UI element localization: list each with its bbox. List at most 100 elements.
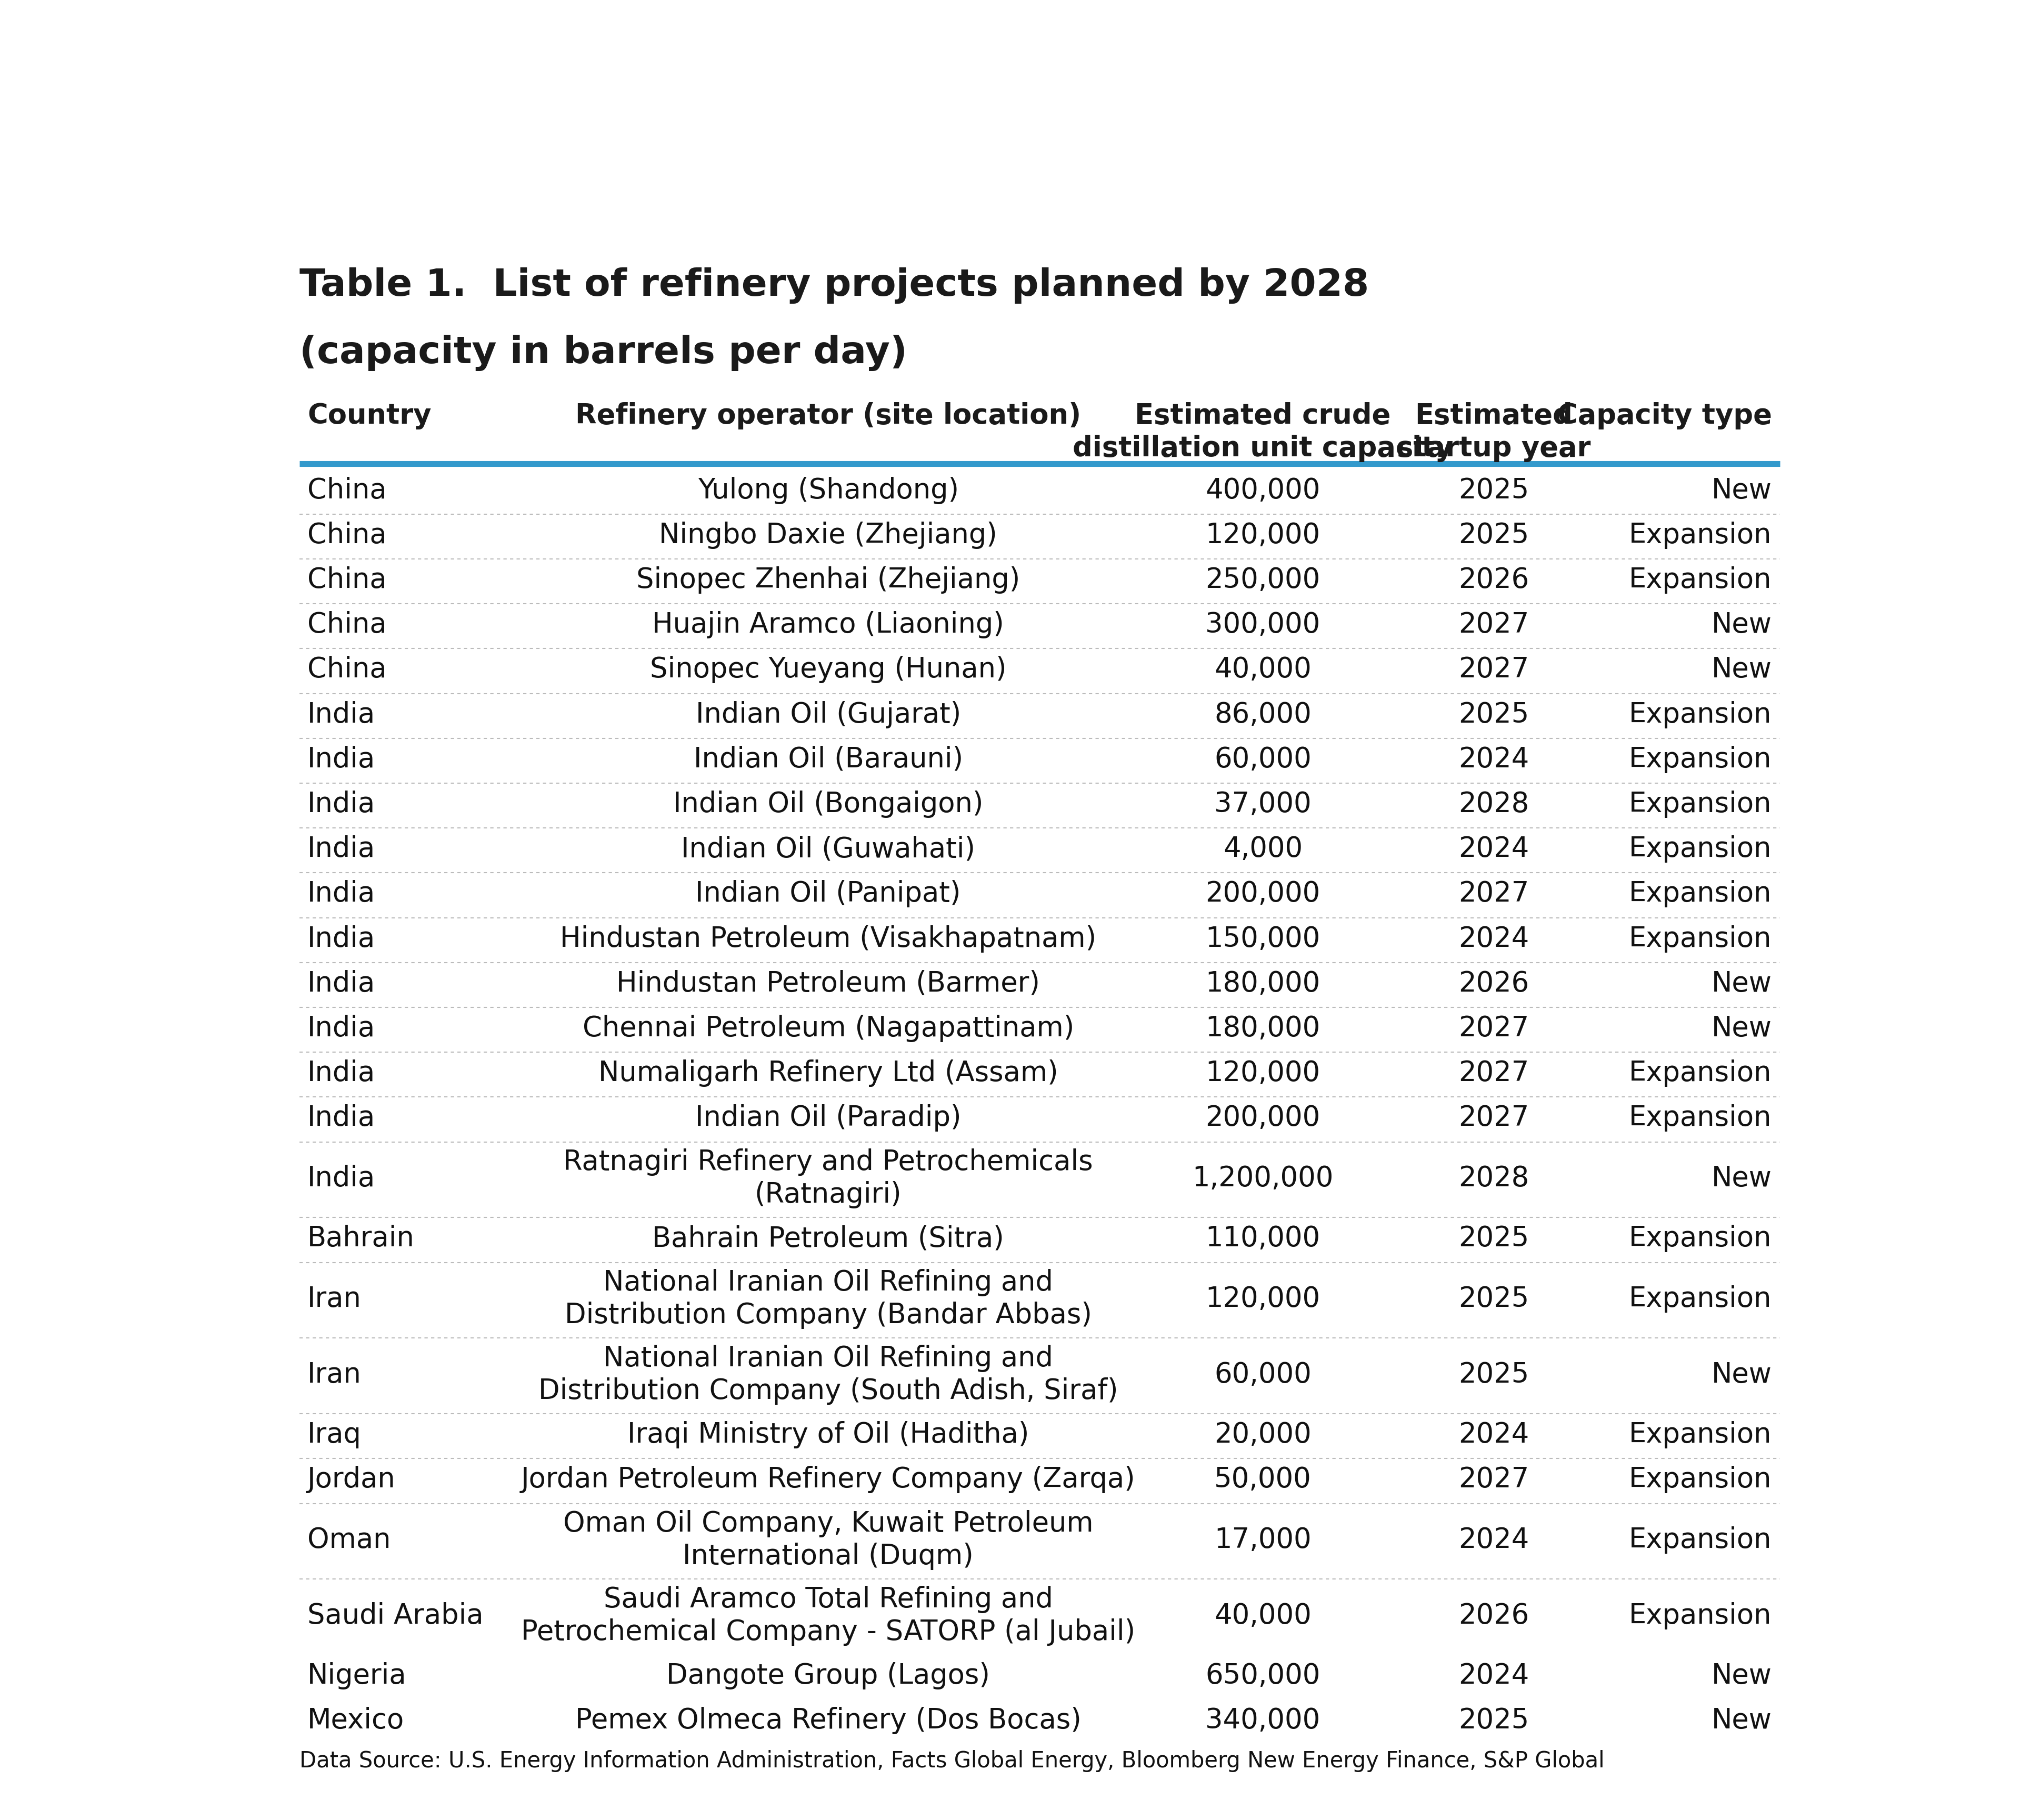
Text: 2027: 2027: [1459, 881, 1530, 908]
Text: Expansion: Expansion: [1629, 790, 1772, 817]
Text: 2025: 2025: [1459, 701, 1530, 728]
Text: Jordan Petroleum Refinery Company (Zarqa): Jordan Petroleum Refinery Company (Zarqa…: [521, 1465, 1136, 1494]
Text: 2028: 2028: [1459, 790, 1530, 817]
Text: 2027: 2027: [1459, 1016, 1530, 1043]
Text: Expansion: Expansion: [1629, 701, 1772, 728]
Text: Pemex Olmeca Refinery (Dos Bocas): Pemex Olmeca Refinery (Dos Bocas): [576, 1707, 1081, 1734]
Text: India: India: [307, 1105, 376, 1132]
Text: 180,000: 180,000: [1205, 1016, 1320, 1043]
Text: Ningbo Daxie (Zhejiang): Ningbo Daxie (Zhejiang): [659, 522, 998, 550]
Text: 120,000: 120,000: [1205, 1059, 1320, 1087]
Text: Indian Oil (Gujarat): Indian Oil (Gujarat): [695, 701, 960, 728]
Text: India: India: [307, 925, 376, 952]
Text: New: New: [1712, 1662, 1772, 1689]
Text: Expansion: Expansion: [1629, 1465, 1772, 1494]
Text: Saudi Aramco Total Refining and
Petrochemical Company - SATORP (al Jubail): Saudi Aramco Total Refining and Petroche…: [521, 1585, 1136, 1645]
Text: New: New: [1712, 655, 1772, 682]
Text: 340,000: 340,000: [1205, 1707, 1320, 1734]
Text: 20,000: 20,000: [1215, 1421, 1312, 1449]
Text: New: New: [1712, 1165, 1772, 1192]
Text: 2024: 2024: [1459, 1527, 1530, 1554]
Text: 2025: 2025: [1459, 1707, 1530, 1734]
Text: 4,000: 4,000: [1223, 835, 1304, 863]
Text: 2024: 2024: [1459, 1421, 1530, 1449]
Text: Oman: Oman: [307, 1527, 390, 1554]
Text: India: India: [307, 701, 376, 728]
Text: Expansion: Expansion: [1629, 1527, 1772, 1554]
Text: Indian Oil (Bongaigon): Indian Oil (Bongaigon): [673, 790, 984, 817]
Text: Refinery operator (site location): Refinery operator (site location): [576, 402, 1081, 430]
Text: 2027: 2027: [1459, 612, 1530, 639]
Text: India: India: [307, 1016, 376, 1043]
Text: 2025: 2025: [1459, 477, 1530, 504]
Text: China: China: [307, 566, 386, 593]
Text: 200,000: 200,000: [1205, 1105, 1320, 1132]
Text: Dangote Group (Lagos): Dangote Group (Lagos): [667, 1662, 990, 1689]
Text: Mexico: Mexico: [307, 1707, 404, 1734]
Text: Yulong (Shandong): Yulong (Shandong): [697, 477, 958, 504]
Text: 2025: 2025: [1459, 1361, 1530, 1389]
Text: Oman Oil Company, Kuwait Petroleum
International (Duqm): Oman Oil Company, Kuwait Petroleum Inter…: [564, 1511, 1093, 1571]
Text: India: India: [307, 746, 376, 774]
Text: 60,000: 60,000: [1215, 1361, 1312, 1389]
Text: China: China: [307, 655, 386, 682]
Text: New: New: [1712, 477, 1772, 504]
Text: Expansion: Expansion: [1629, 1421, 1772, 1449]
Text: Expansion: Expansion: [1629, 566, 1772, 593]
Text: 86,000: 86,000: [1215, 701, 1312, 728]
Text: Indian Oil (Panipat): Indian Oil (Panipat): [695, 881, 960, 908]
Text: 650,000: 650,000: [1205, 1662, 1320, 1689]
Text: 180,000: 180,000: [1205, 970, 1320, 997]
Text: Expansion: Expansion: [1629, 1602, 1772, 1629]
Text: 2025: 2025: [1459, 1225, 1530, 1252]
Text: New: New: [1712, 1016, 1772, 1043]
Text: 2024: 2024: [1459, 746, 1530, 774]
Text: 37,000: 37,000: [1215, 790, 1312, 817]
Text: 150,000: 150,000: [1205, 925, 1320, 952]
Text: New: New: [1712, 1707, 1772, 1734]
Text: New: New: [1712, 970, 1772, 997]
Text: Ratnagiri Refinery and Petrochemicals
(Ratnagiri): Ratnagiri Refinery and Petrochemicals (R…: [564, 1148, 1093, 1208]
Text: 60,000: 60,000: [1215, 746, 1312, 774]
Text: Hindustan Petroleum (Visakhapatnam): Hindustan Petroleum (Visakhapatnam): [560, 925, 1097, 952]
Text: Iraq: Iraq: [307, 1421, 362, 1449]
Text: 2026: 2026: [1459, 1602, 1530, 1629]
Text: Bahrain Petroleum (Sitra): Bahrain Petroleum (Sitra): [653, 1225, 1004, 1252]
Text: Country: Country: [307, 402, 430, 430]
Text: 2025: 2025: [1459, 1285, 1530, 1312]
Text: 17,000: 17,000: [1215, 1527, 1312, 1554]
Text: Numaligarh Refinery Ltd (Assam): Numaligarh Refinery Ltd (Assam): [598, 1059, 1059, 1087]
Text: Indian Oil (Paradip): Indian Oil (Paradip): [695, 1105, 962, 1132]
Text: Jordan: Jordan: [307, 1465, 396, 1494]
Text: Iran: Iran: [307, 1285, 362, 1312]
Text: Estimated
startup year: Estimated startup year: [1397, 402, 1591, 462]
Text: Indian Oil (Barauni): Indian Oil (Barauni): [693, 746, 962, 774]
Text: Chennai Petroleum (Nagapattinam): Chennai Petroleum (Nagapattinam): [582, 1016, 1073, 1043]
Text: Data Source: U.S. Energy Information Administration, Facts Global Energy, Bloomb: Data Source: U.S. Energy Information Adm…: [299, 1751, 1605, 1773]
Text: China: China: [307, 522, 386, 550]
Text: India: India: [307, 1165, 376, 1192]
Text: 2028: 2028: [1459, 1165, 1530, 1192]
Text: Expansion: Expansion: [1629, 746, 1772, 774]
Text: Capacity type: Capacity type: [1558, 402, 1772, 430]
Text: Iran: Iran: [307, 1361, 362, 1389]
Text: 40,000: 40,000: [1215, 655, 1312, 682]
Text: Hindustan Petroleum (Barmer): Hindustan Petroleum (Barmer): [616, 970, 1041, 997]
Text: National Iranian Oil Refining and
Distribution Company (South Adish, Siraf): National Iranian Oil Refining and Distri…: [538, 1345, 1118, 1405]
Text: Sinopec Yueyang (Hunan): Sinopec Yueyang (Hunan): [651, 655, 1006, 682]
Text: Expansion: Expansion: [1629, 925, 1772, 952]
Text: India: India: [307, 835, 376, 863]
Text: 2024: 2024: [1459, 925, 1530, 952]
Text: (capacity in barrels per day): (capacity in barrels per day): [299, 335, 907, 371]
Text: China: China: [307, 612, 386, 639]
Text: 2027: 2027: [1459, 655, 1530, 682]
Text: China: China: [307, 477, 386, 504]
Text: 50,000: 50,000: [1215, 1465, 1312, 1494]
Text: Nigeria: Nigeria: [307, 1662, 406, 1689]
Text: Expansion: Expansion: [1629, 835, 1772, 863]
Text: Bahrain: Bahrain: [307, 1225, 414, 1252]
Text: India: India: [307, 1059, 376, 1087]
Text: New: New: [1712, 1361, 1772, 1389]
Text: Sinopec Zhenhai (Zhejiang): Sinopec Zhenhai (Zhejiang): [637, 566, 1021, 593]
Text: Huajin Aramco (Liaoning): Huajin Aramco (Liaoning): [653, 612, 1004, 639]
